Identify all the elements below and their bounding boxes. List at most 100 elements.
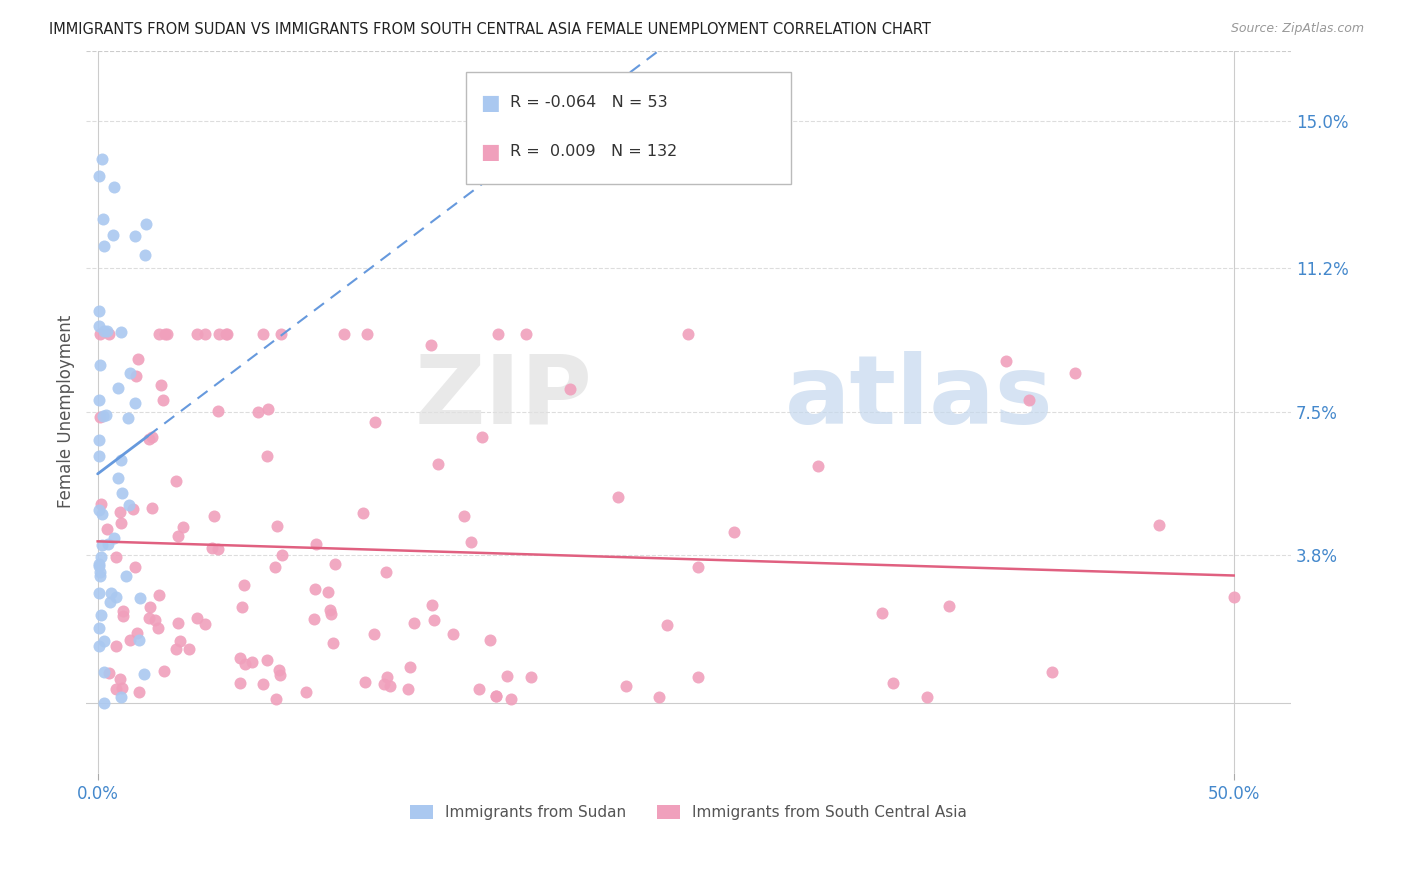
- Point: [995, 354, 1018, 368]
- Point: [93, 696, 115, 710]
- Point: [373, 677, 395, 691]
- Point: [485, 690, 508, 704]
- Point: [375, 670, 398, 684]
- Point: [688, 560, 710, 574]
- Point: [264, 560, 287, 574]
- Point: [453, 509, 475, 524]
- Point: [103, 531, 125, 545]
- Point: [90, 497, 112, 511]
- Point: [90, 507, 112, 521]
- Point: [104, 639, 127, 653]
- Point: [420, 598, 443, 612]
- Point: [138, 610, 160, 624]
- Point: [353, 674, 375, 689]
- Point: [120, 632, 142, 647]
- Point: [134, 248, 156, 262]
- Point: [87, 586, 110, 600]
- Point: [165, 641, 187, 656]
- Point: [129, 591, 152, 605]
- Point: [269, 668, 291, 682]
- Point: [128, 685, 150, 699]
- Point: [215, 327, 238, 342]
- Point: [423, 614, 446, 628]
- Point: [323, 557, 346, 571]
- Point: [125, 368, 148, 383]
- Point: [87, 558, 110, 572]
- Point: [148, 588, 170, 602]
- Point: [1040, 665, 1063, 679]
- Point: [420, 338, 443, 352]
- Point: [124, 559, 146, 574]
- Text: ■: ■: [479, 93, 499, 112]
- Point: [110, 516, 132, 531]
- Point: [606, 490, 628, 504]
- Point: [201, 541, 224, 556]
- Point: [156, 327, 179, 342]
- Point: [148, 327, 170, 342]
- Point: [89, 358, 111, 372]
- Text: atlas: atlas: [785, 351, 1053, 443]
- Point: [247, 405, 270, 419]
- Point: [233, 578, 256, 592]
- Point: [688, 670, 710, 684]
- Point: [146, 621, 169, 635]
- Y-axis label: Female Unemployment: Female Unemployment: [58, 315, 75, 508]
- Point: [186, 327, 208, 342]
- Point: [678, 327, 700, 342]
- Point: [127, 351, 149, 366]
- Point: [98, 327, 121, 342]
- Point: [380, 679, 402, 693]
- Point: [460, 535, 482, 549]
- Point: [266, 519, 288, 533]
- Point: [89, 410, 111, 425]
- Point: [915, 690, 938, 704]
- Point: [124, 395, 146, 409]
- Point: [97, 666, 120, 681]
- Point: [118, 498, 141, 512]
- Point: [103, 179, 125, 194]
- Text: IMMIGRANTS FROM SUDAN VS IMMIGRANTS FROM SOUTH CENTRAL ASIA FEMALE UNEMPLOYMENT : IMMIGRANTS FROM SUDAN VS IMMIGRANTS FROM…: [49, 22, 931, 37]
- Point: [229, 651, 252, 665]
- Text: R =  0.009   N = 132: R = 0.009 N = 132: [510, 145, 678, 160]
- Point: [938, 599, 960, 613]
- Point: [499, 692, 522, 706]
- Point: [89, 565, 111, 579]
- Point: [1147, 518, 1170, 533]
- Point: [316, 585, 339, 599]
- Point: [723, 524, 745, 539]
- Point: [96, 522, 118, 536]
- Text: R = -0.064   N = 53: R = -0.064 N = 53: [510, 95, 668, 111]
- Point: [96, 325, 118, 339]
- Point: [91, 153, 114, 167]
- Legend: Immigrants from Sudan, Immigrants from South Central Asia: Immigrants from Sudan, Immigrants from S…: [404, 799, 973, 827]
- Point: [356, 327, 378, 342]
- Point: [107, 471, 129, 485]
- Point: [208, 327, 231, 342]
- Point: [105, 590, 128, 604]
- Point: [427, 457, 450, 471]
- Point: [252, 327, 274, 342]
- Point: [128, 632, 150, 647]
- Point: [402, 615, 425, 630]
- Point: [167, 529, 190, 543]
- Point: [242, 655, 264, 669]
- Point: [267, 663, 290, 677]
- Point: [363, 627, 385, 641]
- Point: [486, 327, 509, 342]
- Point: [89, 569, 111, 583]
- Point: [139, 599, 162, 614]
- Point: [882, 676, 904, 690]
- Point: [89, 327, 111, 342]
- Point: [127, 626, 149, 640]
- Point: [207, 542, 229, 557]
- Point: [172, 519, 194, 533]
- Point: [614, 679, 637, 693]
- Point: [87, 621, 110, 635]
- Point: [112, 604, 135, 618]
- Point: [319, 603, 342, 617]
- Point: [105, 550, 128, 565]
- Point: [479, 632, 502, 647]
- Point: [496, 669, 519, 683]
- Point: [169, 634, 191, 648]
- FancyBboxPatch shape: [465, 72, 790, 185]
